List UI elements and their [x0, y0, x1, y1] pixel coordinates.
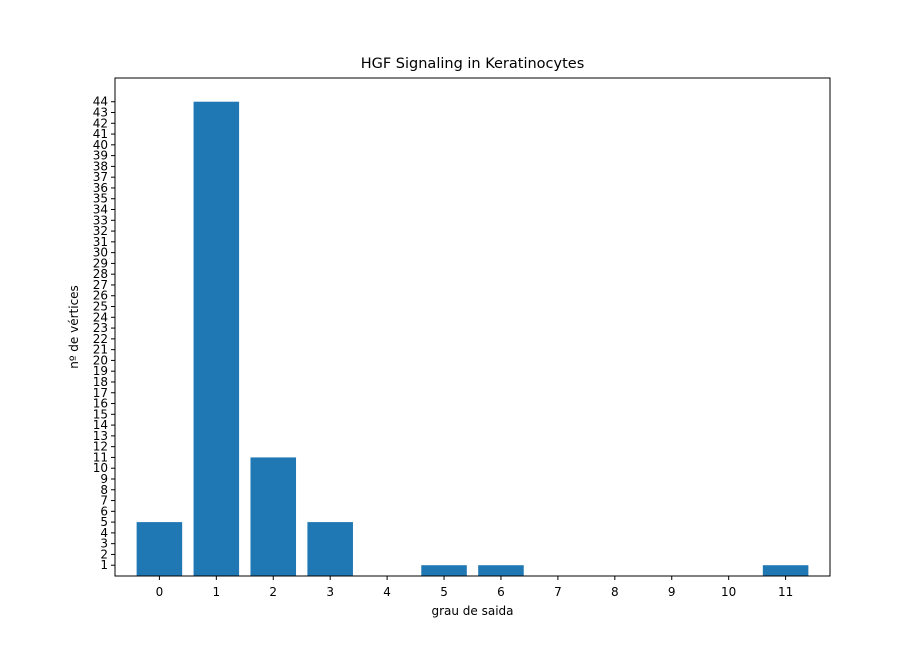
y-tick-label-37: 37: [93, 170, 108, 184]
y-tick-label-20: 20: [93, 353, 108, 367]
y-tick-label-25: 25: [93, 300, 108, 314]
y-tick-label-19: 19: [93, 364, 108, 378]
x-tick-label-4: 4: [383, 585, 391, 599]
y-tick-label-12: 12: [93, 440, 108, 454]
y-tick-label-13: 13: [93, 429, 108, 443]
y-tick-label-8: 8: [100, 483, 108, 497]
y-tick-label-40: 40: [93, 138, 108, 152]
y-tick-label-14: 14: [93, 418, 108, 432]
y-tick-label-39: 39: [93, 149, 108, 163]
y-tick-label-2: 2: [100, 547, 108, 561]
bar-2: [250, 457, 297, 576]
y-tick-label-31: 31: [93, 235, 108, 249]
y-ticks-group: 1234567891011121314151617181920212223242…: [93, 95, 115, 572]
y-tick-label-15: 15: [93, 407, 108, 421]
y-tick-label-29: 29: [93, 256, 108, 270]
y-tick-label-30: 30: [93, 246, 108, 260]
x-tick-label-10: 10: [721, 585, 736, 599]
y-tick-label-32: 32: [93, 224, 108, 238]
y-tick-label-5: 5: [100, 515, 108, 529]
y-tick-label-28: 28: [93, 267, 108, 281]
y-tick-label-41: 41: [93, 127, 108, 141]
y-tick-label-24: 24: [93, 310, 108, 324]
x-tick-label-5: 5: [440, 585, 448, 599]
x-tick-label-1: 1: [213, 585, 221, 599]
y-tick-label-33: 33: [93, 213, 108, 227]
x-tick-label-11: 11: [778, 585, 793, 599]
y-tick-label-43: 43: [93, 105, 108, 119]
chart-title: HGF Signaling in Keratinocytes: [361, 56, 585, 72]
x-tick-label-8: 8: [611, 585, 619, 599]
y-tick-label-44: 44: [93, 95, 108, 109]
bar-11: [762, 565, 809, 576]
y-tick-label-21: 21: [93, 343, 108, 357]
y-tick-label-6: 6: [100, 504, 108, 518]
x-tick-label-3: 3: [326, 585, 334, 599]
y-tick-label-26: 26: [93, 289, 108, 303]
y-tick-label-1: 1: [100, 558, 108, 572]
y-axis-label: nº de vértices: [67, 285, 81, 369]
bar-0: [136, 522, 183, 576]
x-tick-label-9: 9: [668, 585, 676, 599]
bar-6: [478, 565, 524, 576]
y-tick-label-38: 38: [93, 159, 108, 173]
y-tick-label-18: 18: [93, 375, 108, 389]
y-tick-label-36: 36: [93, 181, 108, 195]
bar-1: [193, 101, 240, 576]
bar-5: [421, 565, 467, 576]
y-tick-label-3: 3: [100, 537, 108, 551]
y-tick-label-42: 42: [93, 116, 108, 130]
x-tick-label-0: 0: [156, 585, 164, 599]
y-tick-label-7: 7: [100, 494, 108, 508]
y-tick-label-23: 23: [93, 321, 108, 335]
y-tick-label-27: 27: [93, 278, 108, 292]
y-tick-label-22: 22: [93, 332, 108, 346]
y-tick-label-16: 16: [93, 397, 108, 411]
y-tick-label-10: 10: [93, 461, 108, 475]
x-ticks-group: 0 1 2 3 4 5 6 7 8 9 10 11: [156, 576, 793, 599]
plot-frame: [114, 77, 831, 577]
bar-3: [307, 522, 353, 576]
x-axis-label: grau de saida: [431, 604, 513, 618]
x-tick-label-2: 2: [269, 585, 277, 599]
bars-group: [136, 101, 809, 576]
y-tick-label-34: 34: [93, 203, 108, 217]
y-tick-label-4: 4: [100, 526, 108, 540]
y-tick-label-11: 11: [93, 450, 108, 464]
y-tick-label-17: 17: [93, 386, 108, 400]
y-tick-label-9: 9: [100, 472, 108, 486]
y-tick-label-35: 35: [93, 192, 108, 206]
x-tick-label-6: 6: [497, 585, 505, 599]
x-tick-label-7: 7: [554, 585, 562, 599]
